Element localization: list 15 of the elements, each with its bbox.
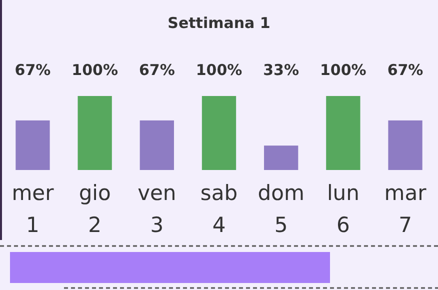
chart-title: Settimana 1 xyxy=(168,14,270,32)
data-label: 67% xyxy=(14,61,51,79)
data-label: 100% xyxy=(196,61,242,79)
x-tick-label: gio 2 xyxy=(78,181,111,237)
x-tick-label: mer 1 xyxy=(12,181,54,237)
data-label: 100% xyxy=(320,61,366,79)
data-label: 33% xyxy=(263,61,300,79)
x-tick-label: ven 3 xyxy=(138,181,176,237)
x-tick-label: lun 6 xyxy=(326,181,360,237)
data-label: 100% xyxy=(72,61,118,79)
x-tick-label: sab 4 xyxy=(200,181,238,237)
x-tick-label: dom 5 xyxy=(258,181,304,237)
data-label: 67% xyxy=(138,61,175,79)
x-tick-label: mar 7 xyxy=(384,181,427,237)
data-label: 67% xyxy=(387,61,424,79)
